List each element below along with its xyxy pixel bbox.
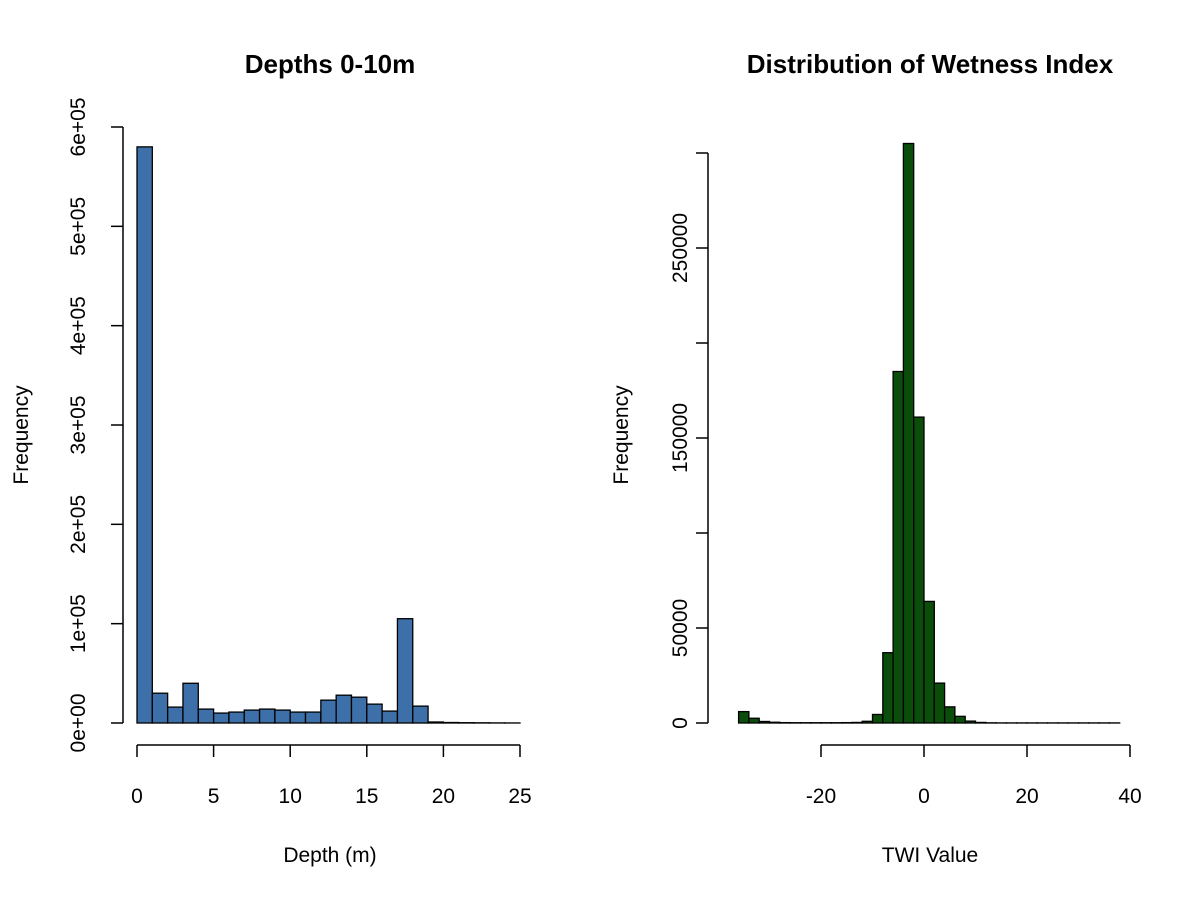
histogram-bar <box>381 710 399 724</box>
histogram-bar <box>954 715 966 724</box>
histogram-bar <box>289 711 307 724</box>
histogram-bar <box>913 416 925 724</box>
y-tick-label: 250000 <box>669 213 692 283</box>
x-tick-label: 20 <box>1015 785 1038 808</box>
chart-title: Distribution of Wetness Index <box>747 49 1114 79</box>
histogram-bar <box>902 142 915 724</box>
histogram-bar <box>258 708 276 724</box>
histogram-bar <box>166 706 184 724</box>
bars <box>136 146 521 724</box>
x-tick-label: -20 <box>806 785 836 808</box>
histogram-bar <box>892 370 905 724</box>
histogram-bar <box>974 721 987 724</box>
histogram-bar <box>871 713 884 724</box>
histogram-bar <box>851 721 863 724</box>
histogram-bar <box>350 696 368 724</box>
histogram-bar <box>396 618 414 724</box>
x-tick-label: 15 <box>355 785 378 808</box>
y-tick-label: 0 <box>669 717 692 729</box>
y-axis-label: Frequency <box>610 385 633 485</box>
y-tick-label: 150000 <box>669 403 692 473</box>
y-tick-label: 0e+00 <box>67 694 90 753</box>
histogram-bar <box>212 712 230 724</box>
x-tick-label: 40 <box>1118 785 1141 808</box>
y-tick-label: 2e+05 <box>67 495 90 554</box>
depth-histogram-panel: Depths 0-10m Depth (m) Frequency 0 5 10 15 2… <box>10 49 532 867</box>
x-tick-label: 5 <box>208 785 220 808</box>
histogram-bar <box>768 721 781 724</box>
y-axis: 0 50000 150000 250000 <box>669 152 709 729</box>
histogram-bar <box>274 709 291 724</box>
histogram-bar <box>320 699 337 724</box>
histogram-bar <box>197 708 215 724</box>
histogram-bar <box>737 710 750 724</box>
x-tick-label: 0 <box>131 785 143 808</box>
y-tick-label: 4e+05 <box>67 296 90 355</box>
histogram-bar <box>243 709 261 724</box>
y-tick-label: 5e+05 <box>67 197 90 256</box>
histogram-bar <box>882 652 894 724</box>
histogram-bar <box>182 682 199 724</box>
y-tick-label: 50000 <box>669 599 692 657</box>
twi-histogram-panel: Distribution of Wetness Index TWI Value … <box>610 49 1142 867</box>
x-tick-label: 25 <box>508 785 531 808</box>
x-tick-label: 0 <box>918 785 930 808</box>
x-tick-label: 10 <box>279 785 302 808</box>
histogram-bar <box>923 600 935 724</box>
histogram-bar <box>427 721 445 724</box>
x-axis: 0 5 10 15 20 25 <box>131 744 532 808</box>
histogram-bar <box>964 720 977 724</box>
x-axis-label: TWI Value <box>882 844 978 867</box>
histogram-bar <box>304 711 322 724</box>
histogram-bar <box>335 694 353 724</box>
histogram-bar <box>412 705 429 724</box>
x-axis: -20 0 20 40 <box>806 744 1142 808</box>
x-axis-label: Depth (m) <box>283 844 376 867</box>
histogram-bar <box>748 717 760 724</box>
histogram-bar <box>228 711 245 724</box>
histogram-bar <box>943 706 956 724</box>
histogram-bar <box>366 703 383 724</box>
histogram-bar <box>861 720 874 724</box>
x-tick-label: 20 <box>432 785 455 808</box>
histogram-bar <box>933 682 946 724</box>
y-tick-label: 6e+05 <box>67 98 90 157</box>
histogram-bar <box>136 146 153 724</box>
y-tick-label: 3e+05 <box>67 396 90 455</box>
bars <box>737 142 1121 724</box>
chart-title: Depths 0-10m <box>245 49 416 79</box>
y-axis-label: Frequency <box>10 385 33 485</box>
histogram-bar <box>151 692 169 724</box>
y-axis: 0e+00 1e+05 2e+05 3e+05 4e+05 5e+05 6e+05 <box>67 98 124 753</box>
y-tick-label: 1e+05 <box>67 594 90 653</box>
histogram-bar <box>758 720 771 724</box>
